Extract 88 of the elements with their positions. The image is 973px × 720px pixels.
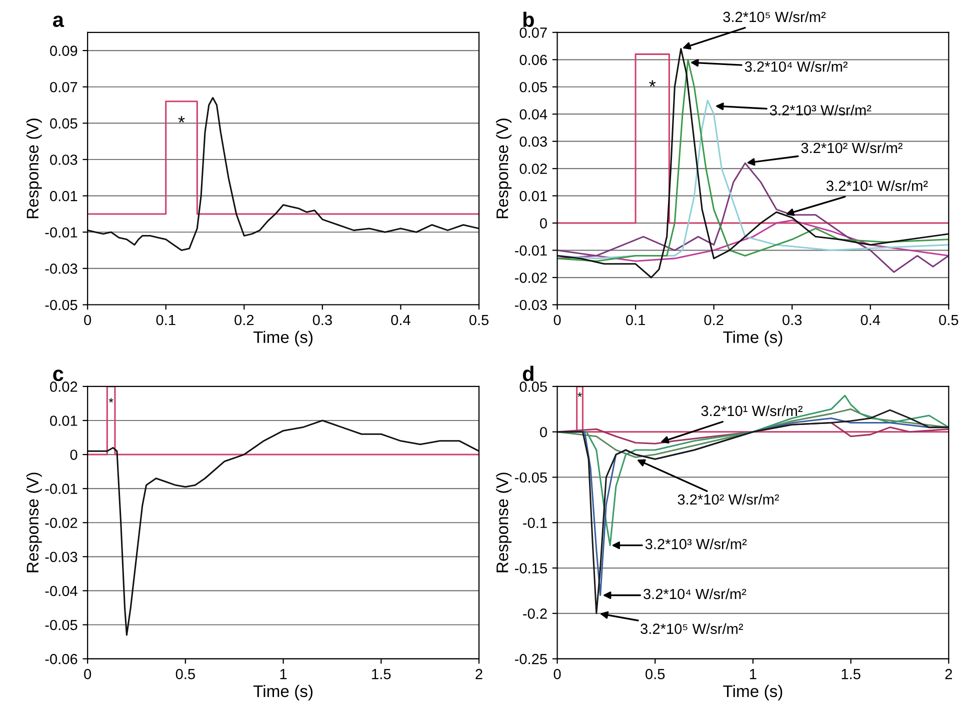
chart-title: a [52,16,64,28]
y-tick-label: 0.01 [520,190,547,202]
y-tick-label: -0.05 [45,300,78,310]
line-series [88,420,479,636]
y-tick-label: 0.05 [520,82,547,92]
annotation: 3.2*10¹ W/sr/m² [826,180,928,192]
annotation: * [108,398,114,402]
x-tick-label: 0.1 [626,314,645,326]
chart-title: b [523,12,534,28]
y-tick-label: -0.02 [514,272,547,283]
y-tick-label: -0.05 [514,472,547,483]
y-tick-label: -0.03 [514,300,547,310]
x-tick-label: 0.5 [176,668,195,680]
y-tick-label: 0.02 [50,382,78,392]
y-tick-label: 0.04 [520,109,548,120]
y-tick-label: -0.04 [45,586,78,596]
x-tick-label: 0.2 [234,314,254,326]
x-tick-label: 1.5 [372,669,391,680]
x-tick-label: 2 [476,668,482,680]
x-tick-label: 0.3 [312,314,332,326]
annotation: 3.2*10⁵ W/sr/m² [640,623,744,634]
x-tick-label: 1 [280,669,287,680]
annotation: 3.2*10⁴ W/sr/m² [644,588,746,600]
x-tick-label: 0.5 [939,314,958,326]
annotation: * [649,80,656,87]
y-tick-label: 0.05 [520,382,547,392]
x-tick-label: 0 [84,314,92,326]
annotation: 3.2*10² W/sr/m² [801,142,903,154]
annotation: * [578,392,582,397]
y-axis-title: Response (V) [496,118,512,218]
y-tick-label: 0.07 [50,82,78,92]
annotation: 3.2*10³ W/sr/m² [770,104,872,116]
x-tick-label: 1 [750,669,756,680]
y-axis-title: Response (V) [26,118,42,218]
y-tick-label: -0.01 [45,484,78,494]
line-series [557,220,949,262]
y-tick-label: 0.01 [50,416,78,426]
chart-title: c [53,370,64,382]
y-tick-label: -0.01 [514,245,547,256]
y-tick-label: 0.03 [50,154,78,165]
y-tick-label: 0.03 [520,136,547,147]
y-tick-label: 0.09 [50,46,78,56]
chart-title: d [522,366,534,382]
x-tick-label: 0.4 [391,314,410,326]
annotation: 3.2*10¹ W/sr/m² [701,405,803,416]
y-tick-label: -0.06 [45,654,78,664]
y-tick-label: -0.03 [45,264,78,274]
y-tick-label: 0.06 [520,54,547,66]
annotation: 3.2*10² W/sr/m² [678,494,780,505]
y-tick-label: -0.1 [523,518,547,528]
x-tick-label: 0.1 [156,314,176,326]
x-tick-label: 0 [84,668,92,680]
x-axis-title: Time (s) [253,330,312,346]
y-axis-title: Response (V) [496,472,512,572]
line-series [557,100,949,260]
x-axis-title: Time (s) [723,684,782,700]
y-tick-label: -0.02 [45,518,78,528]
y-tick-label: 0 [70,450,78,460]
y-tick-label: -0.01 [45,227,78,238]
y-tick-label: -0.05 [45,620,78,630]
annotation: * [178,116,185,122]
y-tick-label: 0.05 [50,118,78,129]
y-tick-label: -0.15 [514,563,547,574]
y-axis-title: Response (V) [26,472,42,572]
y-tick-label: 0 [540,426,547,438]
x-axis-title: Time (s) [723,330,782,346]
line-series [88,97,479,252]
y-tick-label: 0.01 [50,190,78,202]
x-tick-label: 0 [554,668,561,680]
line-series [557,162,949,273]
x-tick-label: 1.5 [842,669,860,680]
x-tick-label: 0.3 [782,314,802,326]
x-axis-title: Time (s) [253,684,312,700]
x-tick-label: 0.2 [704,314,724,326]
y-tick-label: 0.07 [520,28,547,38]
y-tick-label: -0.25 [514,654,547,664]
x-tick-label: 0 [554,314,561,326]
annotation: 3.2*10⁴ W/sr/m² [744,61,848,72]
x-tick-label: 0.5 [646,668,665,680]
y-tick-label: -0.03 [45,552,78,562]
y-tick-label: -0.2 [523,608,547,619]
y-tick-label: 0 [540,218,547,228]
annotation: 3.2*10³ W/sr/m² [645,538,747,550]
x-tick-label: 2 [945,668,952,680]
x-tick-label: 0.4 [860,314,880,326]
y-tick-label: 0.02 [520,164,547,174]
annotation: 3.2*10⁵ W/sr/m² [723,11,826,22]
x-tick-label: 0.5 [469,314,489,326]
